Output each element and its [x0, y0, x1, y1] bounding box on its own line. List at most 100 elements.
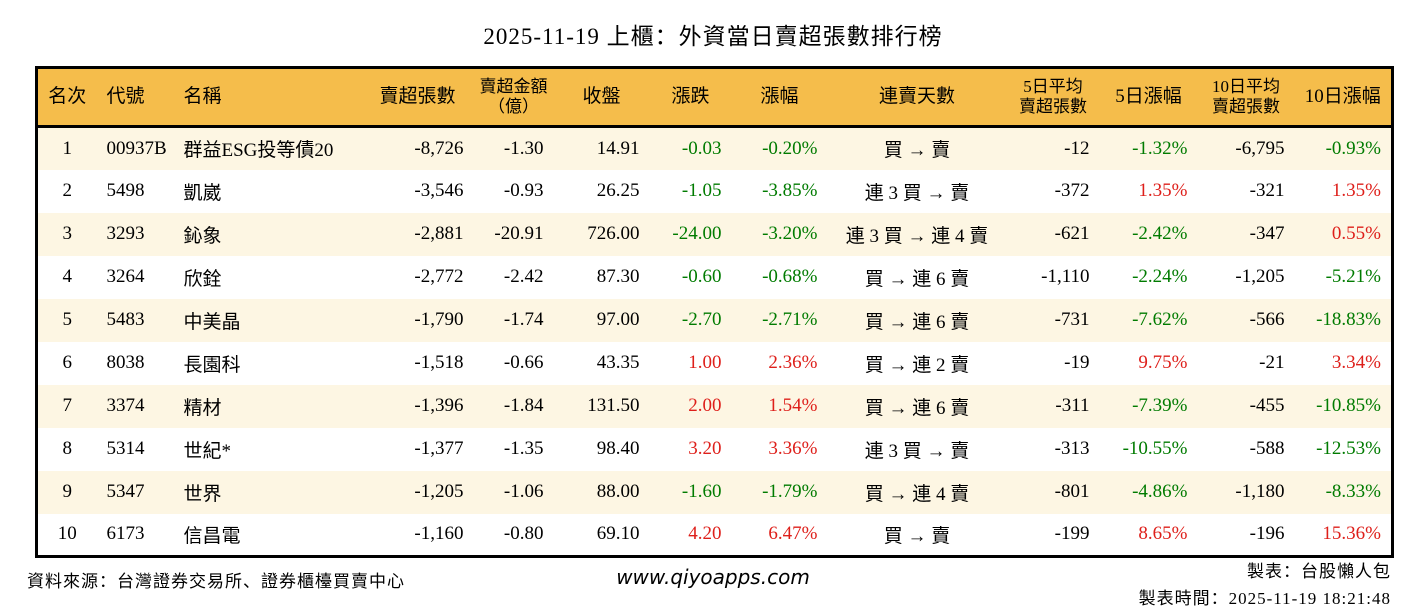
- cell-rank: 7: [62, 395, 73, 416]
- cell-close: 26.25: [596, 180, 640, 201]
- cell-change: 4.20: [688, 523, 722, 545]
- cell-net_sell_amount: -0.66: [503, 352, 544, 373]
- cell-avg5: -801: [1054, 481, 1090, 502]
- column-header-close: 收盤: [553, 67, 650, 128]
- cell-avg10: -455: [1249, 395, 1285, 416]
- cell-rank: 6: [62, 352, 73, 373]
- cell-change_pct: -3.20%: [762, 223, 818, 244]
- cell-change_pct: 3.36%: [768, 438, 818, 459]
- cell-pct5: 8.65%: [1138, 523, 1188, 545]
- cell-code: 3374: [106, 395, 145, 416]
- table-header-row: 名次 代號 名稱 賣超張數 賣超金額 （億） 收盤 漲跌 漲幅 連賣天數 5日平均 賣超張數 5日漲…: [36, 67, 1393, 128]
- cell-streak: 買 → 連 6 賣: [864, 268, 970, 290]
- cell-pct5: -2.42%: [1132, 223, 1188, 244]
- table-row: 2 5498 凱崴 -3,546 -0.93 26.25 -1.05 -3.85% 連 3 買 …: [36, 169, 1393, 213]
- table-row: 10 6173 信昌電 -1,160 -0.80 69.10 4.20 6.47% 買 → 賣 -…: [36, 513, 1393, 557]
- cell-change_pct: 2.36%: [768, 352, 818, 373]
- cell-close: 131.50: [587, 395, 640, 416]
- cell-pct10: 1.35%: [1331, 180, 1381, 201]
- cell-change_pct: -2.71%: [762, 309, 818, 330]
- data-source-note: 資料來源：台灣證券交易所、證券櫃檯買賣中心: [27, 572, 405, 591]
- cell-close: 43.35: [596, 352, 640, 373]
- cell-name: 欣銓: [183, 268, 222, 290]
- cell-net_sell_amount: -1.74: [503, 309, 544, 330]
- cell-pct5: -4.86%: [1132, 481, 1188, 502]
- cell-avg5: -199: [1054, 523, 1090, 545]
- cell-avg10: -1,180: [1235, 481, 1285, 502]
- cell-pct5: 1.35%: [1138, 180, 1188, 201]
- cell-rank: 9: [62, 481, 73, 502]
- cell-rank: 2: [62, 180, 73, 201]
- cell-rank: 10: [57, 523, 77, 545]
- cell-pct10: -18.83%: [1316, 309, 1381, 330]
- table-header: 名次 代號 名稱 賣超張數 賣超金額 （億） 收盤 漲跌 漲幅 連賣天數 5日平均 賣超張數 5日漲…: [36, 67, 1393, 128]
- cell-avg10: -347: [1249, 223, 1285, 244]
- ranking-table: 名次 代號 名稱 賣超張數 賣超金額 （億） 收盤 漲跌 漲幅 連賣天數 5日平均 賣超張數 5日漲…: [35, 66, 1394, 558]
- cell-net_sell_volume: -1,790: [414, 309, 464, 330]
- cell-pct5: -10.55%: [1122, 438, 1188, 459]
- cell-net_sell_volume: -2,881: [414, 223, 464, 244]
- cell-change: -24.00: [672, 223, 722, 244]
- column-header-avg10: 10日平均 賣超張數: [1197, 67, 1295, 128]
- cell-avg10: -6,795: [1235, 137, 1285, 159]
- cell-avg10: -21: [1259, 352, 1285, 373]
- cell-avg5: -311: [1055, 395, 1090, 416]
- cell-avg5: -731: [1054, 309, 1090, 330]
- cell-change: 1.00: [688, 352, 722, 373]
- website-url: www.qiyoapps.com: [616, 565, 810, 589]
- cell-name: 世界: [183, 483, 222, 505]
- table-body: 1 00937B 群益ESG投等債20 -8,726 -1.30 14.91 -0.03 -0…: [36, 126, 1393, 557]
- cell-avg5: -1,110: [1041, 266, 1090, 287]
- cell-rank: 8: [62, 438, 73, 459]
- table-row: 9 5347 世界 -1,205 -1.06 88.00 -1.60 -1.79% 買 → 連 …: [36, 470, 1393, 514]
- cell-avg5: -12: [1064, 137, 1090, 159]
- cell-change_pct: 6.47%: [768, 523, 818, 545]
- cell-net_sell_amount: -1.30: [503, 137, 544, 159]
- cell-net_sell_volume: -1,377: [414, 438, 464, 459]
- cell-avg10: -321: [1249, 180, 1285, 201]
- cell-code: 3293: [106, 223, 145, 244]
- page-title: 2025-11-19 上櫃：外資當日賣超張數排行榜: [483, 24, 943, 49]
- cell-net_sell_volume: -2,772: [414, 266, 464, 287]
- cell-streak: 連 3 買 → 連 4 賣: [845, 225, 989, 247]
- table-row: 6 8038 長園科 -1,518 -0.66 43.35 1.00 2.36% 買 → 連 2…: [36, 341, 1393, 385]
- cell-streak: 買 → 連 6 賣: [864, 311, 970, 333]
- cell-code: 5347: [106, 481, 145, 502]
- cell-change_pct: -0.68%: [762, 266, 818, 287]
- report-author: 製表：台股懶人包: [1247, 562, 1391, 581]
- cell-name: 世紀*: [183, 440, 232, 462]
- column-header-avg5: 5日平均 賣超張數: [1006, 67, 1100, 128]
- cell-avg5: -372: [1054, 180, 1090, 201]
- cell-close: 87.30: [596, 266, 640, 287]
- cell-name: 信昌電: [183, 525, 241, 547]
- cell-avg5: -313: [1054, 438, 1090, 459]
- cell-streak: 買 → 連 6 賣: [864, 397, 970, 419]
- cell-pct5: -1.32%: [1132, 137, 1188, 159]
- cell-change: -0.60: [681, 266, 722, 287]
- cell-pct10: -12.53%: [1316, 438, 1381, 459]
- cell-rank: 1: [62, 137, 73, 159]
- cell-change: -2.70: [681, 309, 722, 330]
- cell-close: 14.91: [596, 137, 640, 159]
- cell-close: 88.00: [596, 481, 640, 502]
- cell-rank: 5: [62, 309, 73, 330]
- cell-name: 凱崴: [183, 182, 222, 204]
- cell-code: 5314: [106, 438, 145, 459]
- ranking-table-container: 名次 代號 名稱 賣超張數 賣超金額 （億） 收盤 漲跌 漲幅 連賣天數 5日平均 賣超張數 5日漲…: [35, 66, 1394, 558]
- cell-change: -1.60: [681, 481, 722, 502]
- cell-close: 98.40: [596, 438, 640, 459]
- cell-pct10: 3.34%: [1331, 352, 1381, 373]
- cell-change: 3.20: [688, 438, 722, 459]
- cell-change_pct: -0.20%: [762, 137, 818, 159]
- table-row: 8 5314 世紀* -1,377 -1.35 98.40 3.20 3.36% 連 3 買 →…: [36, 427, 1393, 471]
- report-credits: 製表：台股懶人包 製表時間：2025-11-19 18:21:48: [1139, 558, 1391, 612]
- cell-rank: 4: [62, 266, 73, 287]
- table-row: 5 5483 中美晶 -1,790 -1.74 97.00 -2.70 -2.71% 買 → 連…: [36, 298, 1393, 342]
- cell-streak: 連 3 買 → 賣: [864, 440, 970, 462]
- column-header-streak: 連賣天數: [827, 67, 1007, 128]
- table-row: 4 3264 欣銓 -2,772 -2.42 87.30 -0.60 -0.68% 買 → 連 …: [36, 255, 1393, 299]
- cell-net_sell_amount: -1.35: [503, 438, 544, 459]
- cell-streak: 買 → 連 4 賣: [864, 483, 970, 505]
- cell-name: 精材: [183, 397, 222, 419]
- table-row: 1 00937B 群益ESG投等債20 -8,726 -1.30 14.91 -0.03 -0…: [36, 126, 1393, 170]
